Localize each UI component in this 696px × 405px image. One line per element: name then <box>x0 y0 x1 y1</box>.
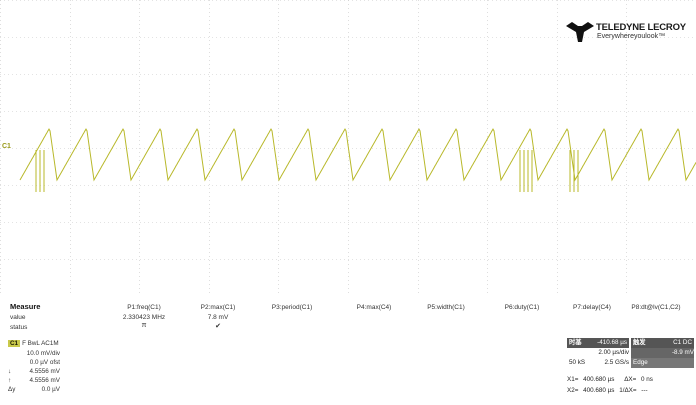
measure-param-p6[interactable]: P6:duty(C1) <box>482 304 562 311</box>
timebase-samples: 50 kS <box>569 359 586 366</box>
measure-title[interactable]: Measure <box>10 302 41 311</box>
trigger-type: Edge <box>631 358 694 368</box>
measure-param-p3[interactable]: P3:period(C1) <box>252 304 332 311</box>
teledyne-logo-icon <box>566 22 594 42</box>
timebase-header[interactable]: 时基 -410.68 µs <box>567 338 629 348</box>
inv-dx-label: 1/ΔX= <box>619 387 637 394</box>
timebase-label: 时基 <box>569 339 582 346</box>
param-status: ✔ <box>215 323 221 330</box>
x1-label: X1= <box>567 376 579 383</box>
trigger-header[interactable]: 触发 C1 DC <box>631 338 694 348</box>
param-label: P7:delay(C4) <box>573 304 611 311</box>
param-value: 2.330423 MHz <box>122 314 166 321</box>
channel-offset: 0.0 µV ofst <box>29 359 60 366</box>
inv-dx-value: --- <box>641 387 648 394</box>
param-label: P2:max(C1) <box>200 304 236 311</box>
brand-logo: TELEDYNE LECROY Everywhereyoulook™ <box>566 20 692 44</box>
x2-label: X2= <box>567 387 579 394</box>
measure-param-p4[interactable]: P4:max(C4) <box>334 304 414 311</box>
measure-row-label-value: value <box>10 314 26 321</box>
cursor-row-1: X1= 400.680 µs ΔX= 0 ns <box>567 374 694 385</box>
cursor-readouts: X1= 400.680 µs ΔX= 0 ns X2= 400.680 µs 1… <box>567 374 694 396</box>
timebase-rate: 2.5 GS/s <box>604 359 630 366</box>
channel-tag: C1 <box>8 340 21 347</box>
channel-descriptor-c1[interactable]: C1 F BwL AC1M 10.0 mV/div 0.0 µV ofst ↓ 4.… <box>8 340 60 404</box>
trigger-source: C1 DC <box>673 339 692 346</box>
timebase-trigger-panel[interactable]: 时基 -410.68 µs 2.00 µs/div 50 kS 2.5 GS/s… <box>567 338 694 372</box>
measure-row-label-status: status <box>10 324 28 331</box>
param-status: π <box>141 322 147 329</box>
c1-trace <box>19 128 696 182</box>
param-label: P8:dt@lv(C1,C2) <box>631 304 681 311</box>
param-label: P6:duty(C1) <box>504 304 540 311</box>
measure-param-p2[interactable]: P2:max(C1) 7.8 mV ✔ <box>178 304 258 330</box>
brand-tagline: Everywhereyoulook™ <box>597 33 666 40</box>
channel-ground-marker[interactable]: C1 <box>2 143 11 150</box>
trigger-label: 触发 <box>633 339 646 346</box>
x2-value: 400.680 µs <box>583 387 615 394</box>
timebase-delay: -410.68 µs <box>597 339 627 346</box>
channel-delta: 0.0 µV <box>41 386 60 393</box>
c1-trace-spikes <box>35 150 579 192</box>
channel-cursor2: 4.5556 mV <box>29 377 60 384</box>
cursor-row-2: X2= 400.680 µs 1/ΔX= --- <box>567 385 694 396</box>
channel-delta-label: Δy <box>8 386 16 393</box>
channel-vdiv: 10.0 mV/div <box>26 350 60 357</box>
brand-name: TELEDYNE LECROY <box>596 22 686 33</box>
measure-param-p7[interactable]: P7:delay(C4) <box>552 304 632 311</box>
param-label: P1:freq(C1) <box>127 304 161 311</box>
dx-value: 0 ns <box>641 376 653 383</box>
channel-mode: F BwL AC1M <box>22 340 59 347</box>
waveform-display[interactable] <box>0 0 696 296</box>
measure-param-p5[interactable]: P5:width(C1) <box>406 304 486 311</box>
cursor2-arrow-icon: ↑ <box>8 377 12 384</box>
param-label: P5:width(C1) <box>427 304 465 311</box>
measure-param-p8[interactable]: P8:dt@lv(C1,C2) <box>616 304 696 311</box>
measure-panel: Measure value status P1:freq(C1) 2.33042… <box>0 298 696 338</box>
param-label: P3:period(C1) <box>271 304 313 311</box>
channel-cursor1: 4.5556 mV <box>29 368 60 375</box>
trigger-level: -8.9 mV <box>631 348 694 358</box>
cursor1-arrow-icon: ↓ <box>8 368 12 375</box>
param-label: P4:max(C4) <box>356 304 392 311</box>
timebase-tdiv: 2.00 µs/div <box>598 349 629 356</box>
dx-label: ΔX= <box>624 376 637 383</box>
x1-value: 400.680 µs <box>583 376 615 383</box>
measure-param-p1[interactable]: P1:freq(C1) 2.330423 MHz π <box>104 304 184 329</box>
param-value: 7.8 mV <box>207 314 229 321</box>
